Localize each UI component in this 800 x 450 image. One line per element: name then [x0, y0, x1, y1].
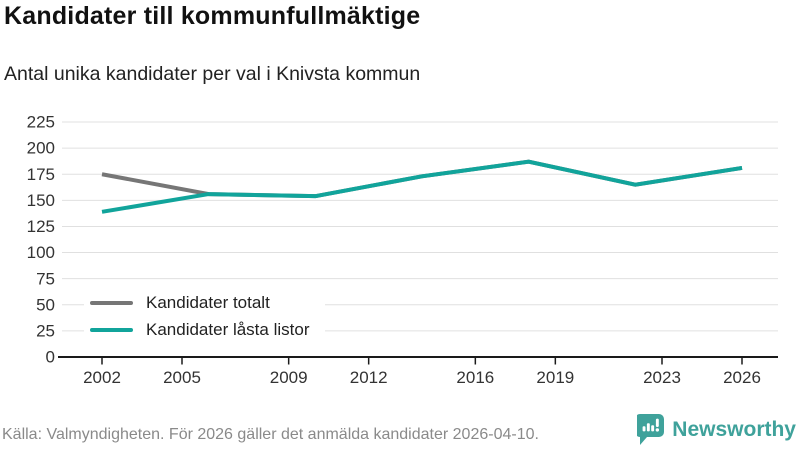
- y-tick-label-150: 150: [27, 191, 55, 210]
- x-tick-label-2002: 2002: [83, 368, 121, 387]
- legend-item-kandidater-totalt: Kandidater totalt: [90, 289, 309, 316]
- y-tick-label-75: 75: [36, 269, 55, 288]
- legend-label-lasta-listor: Kandidater låsta listor: [146, 319, 310, 339]
- x-tick-label-2009: 2009: [270, 368, 308, 387]
- legend-line-swatch-teal: [90, 327, 133, 332]
- legend-line-swatch-gray: [90, 300, 133, 305]
- y-tick-label-100: 100: [27, 243, 55, 262]
- y-tick-label-175: 175: [27, 165, 55, 184]
- y-tick-label-125: 125: [27, 217, 55, 236]
- x-tick-label-2016: 2016: [456, 368, 494, 387]
- y-tick-label-225: 225: [27, 113, 55, 132]
- legend-label-totalt: Kandidater totalt: [146, 292, 270, 312]
- y-tick-label-50: 50: [36, 295, 55, 314]
- chart-title: Kandidater till kommunfullmäktige: [4, 2, 421, 30]
- y-tick-label-25: 25: [36, 321, 55, 340]
- x-tick-label-2026: 2026: [723, 368, 761, 387]
- series-line-kandidater-lasta-listor: [101, 159, 743, 214]
- source-note: Källa: Valmyndigheten. För 2026 gäller d…: [2, 426, 539, 443]
- y-tick-label-200: 200: [27, 139, 55, 158]
- newsworthy-speech-bubble-icon: [637, 414, 665, 445]
- y-tick-label-0: 0: [46, 348, 55, 367]
- x-tick-label-2019: 2019: [536, 368, 574, 387]
- x-tick-label-2012: 2012: [350, 368, 388, 387]
- x-tick-label-2023: 2023: [643, 368, 681, 387]
- series-line-kandidater-totalt: [101, 159, 743, 199]
- legend-item-kandidater-lasta-listor: Kandidater låsta listor: [90, 316, 309, 343]
- newsworthy-wordmark: Newsworthy: [672, 418, 796, 441]
- chart-legend: Kandidater totalt Kandidater låsta listo…: [84, 284, 326, 348]
- newsworthy-logo[interactable]: Newsworthy: [637, 414, 796, 446]
- chart-subtitle: Antal unika kandidater per val i Knivsta…: [4, 63, 421, 85]
- footer: Källa: Valmyndigheten. För 2026 gäller d…: [0, 414, 800, 450]
- x-tick-label-2005: 2005: [163, 368, 201, 387]
